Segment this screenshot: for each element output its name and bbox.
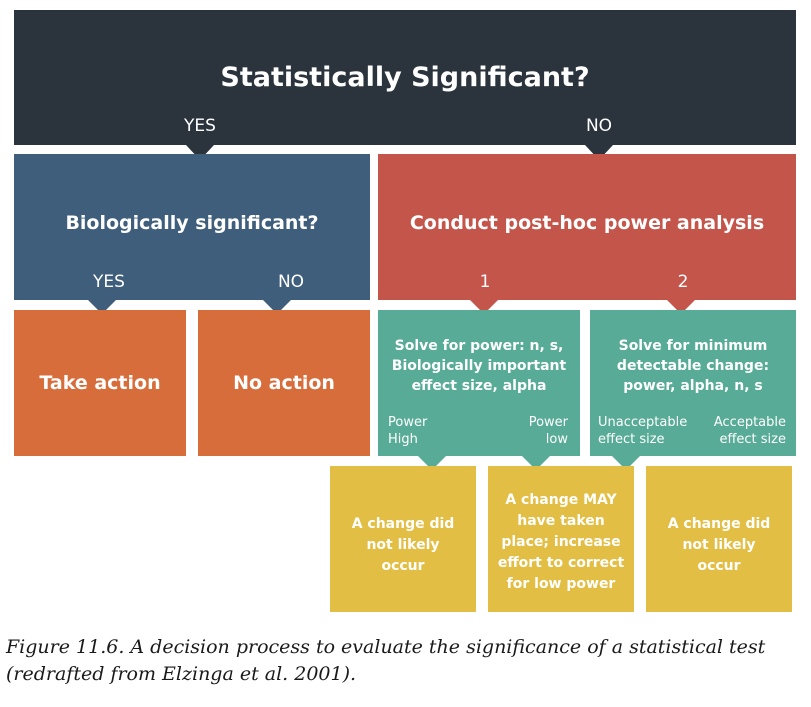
solve-for-minimum-line: power, alpha, n, s bbox=[623, 378, 763, 394]
take-action-label: Take action bbox=[39, 372, 161, 394]
power-low-line: Power bbox=[528, 415, 568, 430]
take-action-box: Take action bbox=[14, 310, 186, 456]
solve-for-power-line: Solve for power: n, s, bbox=[394, 338, 564, 354]
post-hoc-power-analysis-title: Conduct post-hoc power analysis bbox=[409, 212, 765, 234]
post-hoc-power-analysis-box: Conduct post-hoc power analysis 1 2 bbox=[378, 154, 796, 300]
outcome-no-change-box-1: A change did not likely occur bbox=[330, 466, 476, 612]
outcome-line: occur bbox=[697, 558, 741, 574]
outcome-no-change-box-2: A change did not likely occur bbox=[646, 466, 792, 612]
solve-for-power-box: Solve for power: n, s, Biologically impo… bbox=[378, 310, 580, 456]
solve-for-power-line: effect size, alpha bbox=[411, 378, 547, 394]
unacceptable-line: effect size bbox=[598, 432, 665, 447]
no-action-label: No action bbox=[233, 372, 335, 394]
outcome-line: occur bbox=[381, 558, 425, 574]
top-yes-label: YES bbox=[184, 116, 216, 136]
figure-caption-line-1: Figure 11.6. A decision process to evalu… bbox=[6, 636, 766, 658]
power-high-line: High bbox=[388, 432, 418, 447]
outcome-line: not likely bbox=[366, 537, 440, 553]
solve-for-power-line: Biologically important bbox=[391, 358, 567, 374]
figure-caption: Figure 11.6. A decision process to evalu… bbox=[6, 634, 806, 688]
outcome-line: have taken bbox=[517, 513, 605, 529]
statistically-significant-title: Statistically Significant? bbox=[220, 62, 590, 93]
outcome-line: place; increase bbox=[501, 534, 621, 550]
posthoc-option-2-label: 2 bbox=[677, 272, 689, 292]
unacceptable-line: Unacceptable bbox=[598, 415, 688, 430]
power-low-line: low bbox=[545, 432, 568, 447]
outcome-no-change-text-2: A change did not likely occur bbox=[646, 514, 792, 577]
solve-for-minimum-line: Solve for minimum bbox=[618, 338, 768, 354]
acceptable-line: effect size bbox=[719, 432, 786, 447]
outcome-line: effort to correct bbox=[497, 555, 625, 571]
solve-for-minimum-box: Solve for minimum detectable change: pow… bbox=[590, 310, 796, 456]
outcome-line: A change MAY bbox=[505, 492, 617, 508]
outcome-line: for low power bbox=[506, 576, 616, 592]
outcome-line: not likely bbox=[682, 537, 756, 553]
outcome-no-change-text-1: A change did not likely occur bbox=[330, 514, 476, 577]
solve-for-minimum-text: Solve for minimum detectable change: pow… bbox=[590, 336, 796, 396]
biologically-significant-box: Biologically significant? YES NO bbox=[14, 154, 370, 300]
power-high-line: Power bbox=[388, 415, 428, 430]
acceptable-line: Acceptable bbox=[713, 415, 786, 430]
outcome-change-may-text: A change MAY have taken place; increase … bbox=[488, 490, 634, 595]
power-low-label: Power low bbox=[529, 414, 568, 448]
figure-caption-line-2: (redrafted from Elzinga et al. 2001). bbox=[6, 663, 357, 685]
statistically-significant-box: Statistically Significant? YES NO bbox=[14, 10, 796, 145]
solve-for-power-text: Solve for power: n, s, Biologically impo… bbox=[378, 336, 580, 396]
biologically-significant-title: Biologically significant? bbox=[65, 212, 319, 234]
power-high-label: Power High bbox=[388, 414, 427, 448]
outcome-change-may-box: A change MAY have taken place; increase … bbox=[488, 466, 634, 612]
acceptable-effect-size-label: Acceptable effect size bbox=[714, 414, 786, 448]
top-no-label: NO bbox=[585, 116, 613, 136]
solve-for-minimum-line: detectable change: bbox=[616, 358, 770, 374]
outcome-line: A change did bbox=[667, 516, 771, 532]
unacceptable-effect-size-label: Unacceptable effect size bbox=[598, 414, 687, 448]
bio-yes-label: YES bbox=[93, 272, 125, 292]
bio-no-label: NO bbox=[277, 272, 305, 292]
posthoc-option-1-label: 1 bbox=[479, 272, 491, 292]
no-action-box: No action bbox=[198, 310, 370, 456]
outcome-line: A change did bbox=[351, 516, 455, 532]
